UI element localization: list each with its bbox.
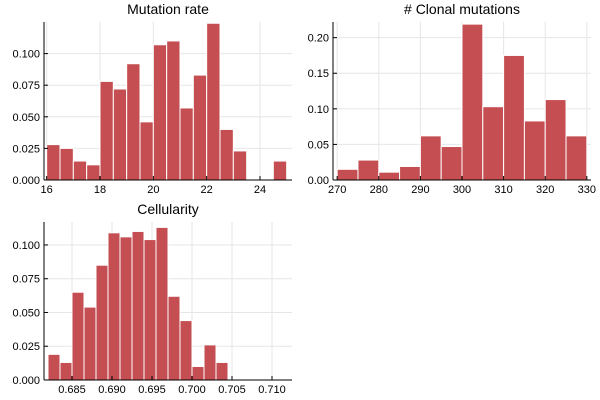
x-tick-label: 280 xyxy=(370,184,388,196)
y-tick-label: 0.000 xyxy=(12,175,40,187)
y-tick-label: 0.05 xyxy=(308,139,329,151)
y-tick-label: 0.10 xyxy=(308,104,329,116)
y-tick-label: 0.025 xyxy=(12,143,40,155)
y-tick-label: 0.050 xyxy=(12,112,40,124)
histogram-bar xyxy=(46,144,61,181)
x-tick-label: 300 xyxy=(453,184,471,196)
x-tick-label: 20 xyxy=(147,184,159,196)
histogram-bar xyxy=(482,106,505,181)
y-tick-label: 0.100 xyxy=(12,49,40,61)
histogram-bar xyxy=(419,135,442,181)
histogram-bar xyxy=(72,160,88,181)
x-tick-label: 18 xyxy=(94,184,106,196)
histogram-bar xyxy=(399,165,421,181)
histogram-bar xyxy=(86,164,101,181)
y-tick-label: 0.000 xyxy=(12,375,40,387)
y-tick-label: 0.15 xyxy=(308,68,329,80)
histogram-bar xyxy=(215,361,229,381)
histogram-bar xyxy=(139,121,154,181)
histogram-bar xyxy=(143,239,157,381)
histogram-bar xyxy=(544,99,567,181)
histogram-bar xyxy=(152,44,168,181)
x-tick-label: 270 xyxy=(328,184,346,196)
histogram-bar xyxy=(192,74,208,181)
histogram-bar xyxy=(166,40,181,181)
histogram-bar xyxy=(131,230,145,381)
histogram-bar xyxy=(47,353,61,381)
panel-3: 0.685 0.690 0.695 0.700 0.705 0.710 0.000 0.025… xyxy=(12,201,292,396)
histogram-bar xyxy=(179,320,193,381)
x-tick-label: 24 xyxy=(254,184,266,196)
panel-1: 16 18 20 22 24 0.000 0.025 0.050 0.075 0.100 Mutat… xyxy=(12,1,292,196)
x-tick-label: 0.685 xyxy=(58,384,86,396)
x-tick-label: 0.690 xyxy=(98,384,126,396)
y-tick-label: 0.075 xyxy=(12,274,40,286)
panel-2: 270 280 290 300 310 320 330 0.00 0.05 0.10 0.15 0.2… xyxy=(308,1,596,196)
histogram-bar xyxy=(119,236,133,381)
y-tick-label: 0.050 xyxy=(12,307,40,319)
histogram-bar xyxy=(191,365,205,381)
histogram-bar xyxy=(461,23,484,181)
y-tick-label: 0.100 xyxy=(12,240,40,252)
histogram-bar xyxy=(203,344,217,381)
histogram-bar xyxy=(232,150,248,181)
x-tick-label: 310 xyxy=(494,184,512,196)
x-tick-label: 0.705 xyxy=(218,384,246,396)
histogram-bar xyxy=(99,80,114,181)
histogram-bar xyxy=(219,128,234,181)
panel-title: # Clonal mutations xyxy=(404,1,520,17)
histogram-bar xyxy=(112,88,128,181)
histogram-bar xyxy=(523,120,546,181)
panel-title: Cellularity xyxy=(137,201,198,217)
x-tick-label: 320 xyxy=(536,184,554,196)
x-tick-label: 0.700 xyxy=(178,384,206,396)
histogram-bar xyxy=(336,168,359,181)
histogram-bar xyxy=(167,295,181,381)
x-tick-label: 16 xyxy=(41,184,53,196)
x-tick-label: 22 xyxy=(201,184,213,196)
y-tick-label: 0.20 xyxy=(308,33,329,45)
histogram-bar xyxy=(59,361,73,381)
x-tick-label: 0.710 xyxy=(258,384,286,396)
histogram-bar xyxy=(107,232,121,381)
histogram-bar xyxy=(357,159,380,181)
y-tick-label: 0.00 xyxy=(308,175,329,187)
histogram-bar xyxy=(71,291,85,381)
histogram-bar xyxy=(378,171,401,181)
x-tick-label: 290 xyxy=(411,184,429,196)
histogram-bar xyxy=(272,160,288,181)
histogram-bar xyxy=(440,146,463,181)
x-tick-label: 0.695 xyxy=(138,384,166,396)
histogram-bar xyxy=(95,264,109,381)
histogram-bar xyxy=(503,54,525,181)
histogram-bar xyxy=(179,107,194,181)
histogram-bar xyxy=(155,226,169,381)
histogram-bar xyxy=(59,147,74,181)
y-tick-label: 0.025 xyxy=(12,341,40,353)
histogram-bar xyxy=(83,306,97,381)
y-tick-label: 0.075 xyxy=(12,80,40,92)
histogram-bar xyxy=(126,63,141,181)
x-tick-label: 330 xyxy=(578,184,596,196)
histogram-bar xyxy=(565,135,588,181)
histogram-bar xyxy=(206,22,221,181)
panel-title: Mutation rate xyxy=(127,1,209,17)
